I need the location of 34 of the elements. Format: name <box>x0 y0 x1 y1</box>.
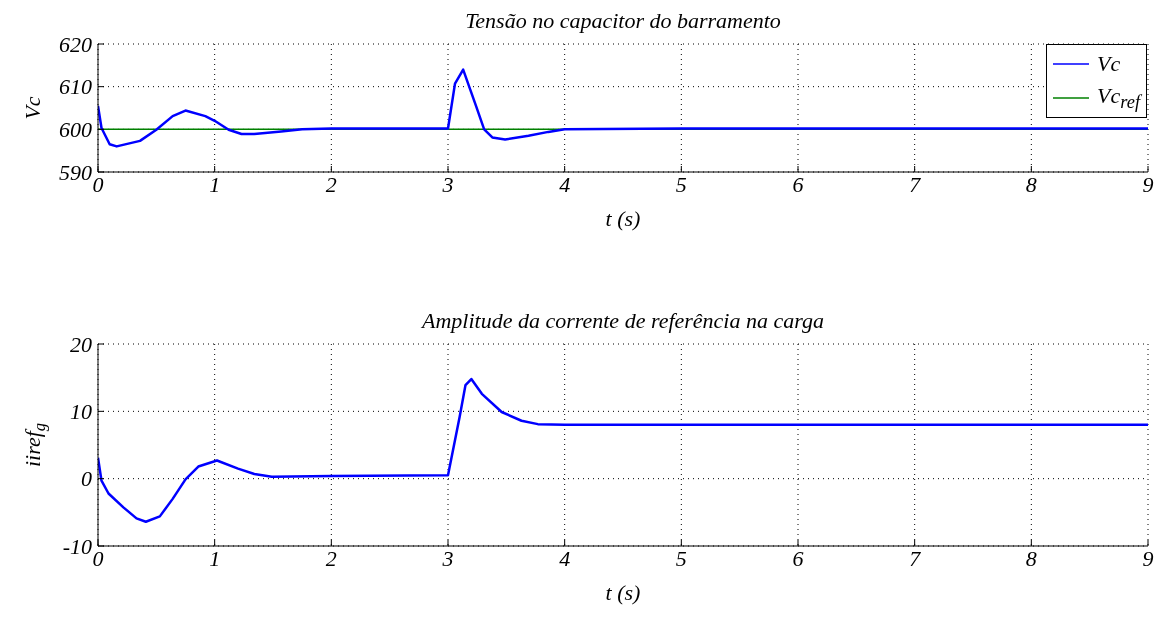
legend-label: Vc <box>1097 51 1121 77</box>
x-tick-label: 7 <box>909 171 922 197</box>
x-tick-label: 2 <box>325 545 337 571</box>
x-tick-label: 1 <box>209 171 221 197</box>
y-tick-label: 0 <box>81 466 92 492</box>
x-tick-label: 6 <box>792 545 804 571</box>
y-tick-label: 610 <box>59 74 92 100</box>
x-tick-label: 5 <box>675 545 687 571</box>
y-tick-label: -10 <box>62 533 92 559</box>
x-tick-label: 2 <box>325 171 337 197</box>
y-tick-label: 590 <box>59 159 92 185</box>
x-axis-title: t (s) <box>605 206 641 231</box>
chart-title: Tensão no capacitor do barramento <box>465 8 781 33</box>
legend-label: Vc$_{ref}$ <box>1097 82 1140 114</box>
y-axis-title: Vc <box>20 96 45 120</box>
x-tick-label: 3 <box>441 171 454 197</box>
x-tick-label: 4 <box>559 545 571 571</box>
x-tick-label: 8 <box>1025 171 1037 197</box>
y-tick-label: 20 <box>70 331 92 357</box>
x-tick-label: 6 <box>792 171 804 197</box>
x-tick-label: 5 <box>675 171 687 197</box>
chart-title: Amplitude da corrente de referência na carga <box>421 308 824 333</box>
x-tick-label: 9 <box>1142 171 1154 197</box>
x-tick-label: 9 <box>1142 545 1154 571</box>
x-tick-label: 1 <box>209 545 221 571</box>
line-series <box>98 377 1148 524</box>
x-tick-label: 4 <box>559 171 571 197</box>
y-tick-label: 620 <box>59 31 92 57</box>
x-tick-label: 8 <box>1025 545 1037 571</box>
y-tick-label: 10 <box>70 399 92 425</box>
x-axis-title: t (s) <box>605 580 641 605</box>
y-tick-label: 600 <box>59 117 92 143</box>
x-tick-label: 3 <box>441 545 454 571</box>
x-tick-label: 7 <box>909 545 922 571</box>
